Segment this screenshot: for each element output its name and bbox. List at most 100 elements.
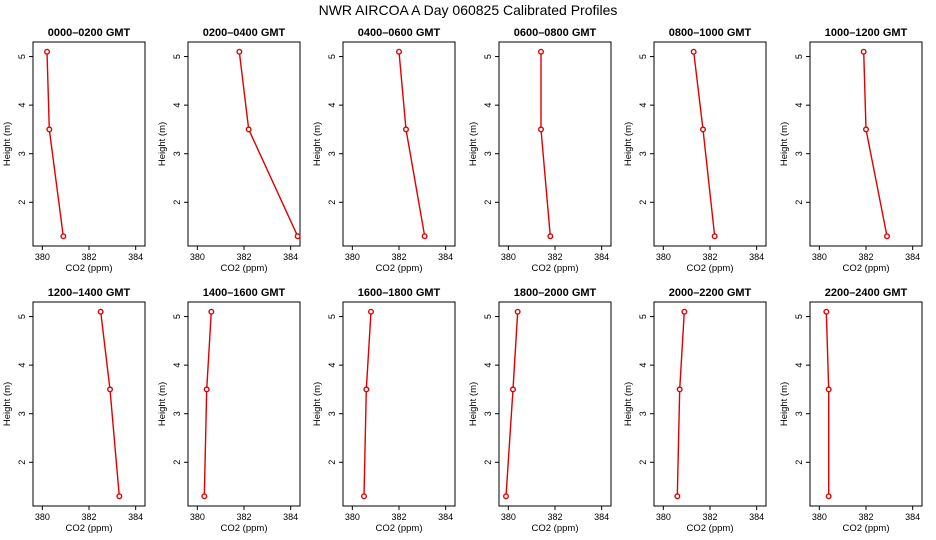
panel-title: 0000–0200 GMT	[48, 27, 131, 39]
x-tick-label: 380	[35, 512, 50, 522]
y-tick-label: 2	[794, 460, 804, 465]
profile-panel: 1000–1200 GMT 380 382 384 2 3 4 5 CO2 (ppm) Heigh…	[779, 27, 923, 274]
data-point	[884, 233, 891, 240]
y-tick-label: 2	[638, 200, 648, 205]
x-tick-label: 382	[547, 512, 562, 522]
x-axis-label: CO2 (ppm)	[532, 263, 579, 274]
y-tick-label: 3	[172, 151, 182, 156]
x-tick-label: 384	[283, 512, 298, 522]
data-point	[203, 386, 210, 393]
plot-frame	[32, 41, 146, 247]
data-point	[60, 233, 67, 240]
data-point	[674, 493, 681, 500]
y-axis-label: Height (m)	[779, 122, 790, 166]
y-tick-label: 2	[17, 200, 27, 205]
plot-frame	[342, 301, 456, 507]
data-point	[676, 386, 683, 393]
data-point	[368, 308, 375, 315]
y-tick-label: 5	[638, 314, 648, 319]
x-axis-label: CO2 (ppm)	[376, 263, 423, 274]
x-axis-label: CO2 (ppm)	[66, 523, 113, 534]
x-tick-label: 382	[702, 512, 717, 522]
panel-title: 1800–2000 GMT	[514, 287, 597, 299]
y-tick-label: 3	[327, 151, 337, 156]
x-tick-label: 382	[81, 252, 96, 262]
panel-title: 2000–2200 GMT	[669, 287, 752, 299]
x-tick-label: 382	[702, 252, 717, 262]
y-tick-label: 3	[638, 151, 648, 156]
y-axis-label: Height (m)	[623, 122, 634, 166]
x-axis-label: CO2 (ppm)	[221, 263, 268, 274]
y-tick-label: 5	[172, 314, 182, 319]
data-point	[106, 386, 113, 393]
profile-panel: 2200–2400 GMT 380 382 384 2 3 4 5 CO2 (ppm) Heigh…	[779, 287, 923, 534]
x-tick-label: 382	[391, 512, 406, 522]
y-tick-label: 5	[638, 54, 648, 59]
data-point	[208, 308, 215, 315]
y-axis-label: Height (m)	[468, 382, 479, 426]
y-tick-label: 2	[327, 200, 337, 205]
y-tick-label: 4	[483, 363, 493, 368]
y-tick-label: 4	[327, 103, 337, 108]
x-tick-label: 382	[391, 252, 406, 262]
y-tick-label: 5	[483, 54, 493, 59]
profile-panel: 1400–1600 GMT 380 382 384 2 3 4 5 CO2 (ppm) Heigh…	[157, 287, 301, 534]
data-point	[294, 233, 301, 240]
x-tick-label: 382	[236, 512, 251, 522]
x-tick-label: 380	[656, 512, 671, 522]
profile-line	[676, 311, 685, 497]
profile-panel: 2000–2200 GMT 380 382 384 2 3 4 5 CO2 (ppm) Heigh…	[623, 287, 767, 534]
y-axis-label: Height (m)	[468, 122, 479, 166]
y-tick-label: 4	[794, 103, 804, 108]
x-tick-label: 384	[128, 512, 143, 522]
profile-line	[825, 311, 830, 497]
data-point	[396, 48, 403, 55]
data-point	[538, 126, 545, 133]
x-axis-label: CO2 (ppm)	[687, 523, 734, 534]
y-tick-label: 3	[17, 151, 27, 156]
y-tick-label: 4	[638, 363, 648, 368]
profile-line	[693, 51, 716, 237]
y-tick-label: 4	[172, 363, 182, 368]
panel-title: 0600–0800 GMT	[514, 27, 597, 39]
data-point	[700, 126, 707, 133]
panel-title: 1400–1600 GMT	[203, 287, 286, 299]
plot-frame	[498, 41, 612, 247]
y-tick-label: 3	[794, 151, 804, 156]
y-axis-label: Height (m)	[157, 382, 168, 426]
x-tick-label: 382	[858, 512, 873, 522]
data-point	[245, 126, 252, 133]
y-axis-label: Height (m)	[779, 382, 790, 426]
y-tick-label: 5	[327, 54, 337, 59]
x-tick-label: 380	[345, 512, 360, 522]
x-tick-label: 384	[749, 252, 764, 262]
data-point	[236, 48, 243, 55]
profile-line	[540, 51, 551, 237]
profile-line	[863, 51, 888, 237]
y-axis-label: Height (m)	[312, 382, 323, 426]
x-axis-label: CO2 (ppm)	[843, 523, 890, 534]
x-tick-label: 382	[236, 252, 251, 262]
x-tick-label: 384	[905, 252, 920, 262]
y-tick-label: 4	[327, 363, 337, 368]
data-point	[116, 493, 123, 500]
panel-title: 0200–0400 GMT	[203, 27, 286, 39]
x-tick-label: 380	[812, 252, 827, 262]
profile-line	[238, 51, 299, 237]
plot-frame	[187, 41, 301, 247]
profile-panel: 1800–2000 GMT 380 382 384 2 3 4 5 CO2 (ppm) Heigh…	[468, 287, 612, 534]
y-tick-label: 2	[483, 200, 493, 205]
data-point	[421, 233, 428, 240]
profile-panel: 1200–1400 GMT 380 382 384 2 3 4 5 CO2 (ppm) Heigh…	[2, 287, 146, 534]
y-tick-label: 4	[638, 103, 648, 108]
panel-title: 1600–1800 GMT	[358, 287, 441, 299]
data-point	[823, 308, 830, 315]
data-point	[514, 308, 521, 315]
x-tick-label: 382	[547, 252, 562, 262]
data-point	[46, 126, 53, 133]
y-tick-label: 5	[17, 314, 27, 319]
x-tick-label: 384	[749, 512, 764, 522]
y-tick-label: 3	[794, 411, 804, 416]
y-tick-label: 5	[327, 314, 337, 319]
profile-line	[398, 51, 426, 237]
